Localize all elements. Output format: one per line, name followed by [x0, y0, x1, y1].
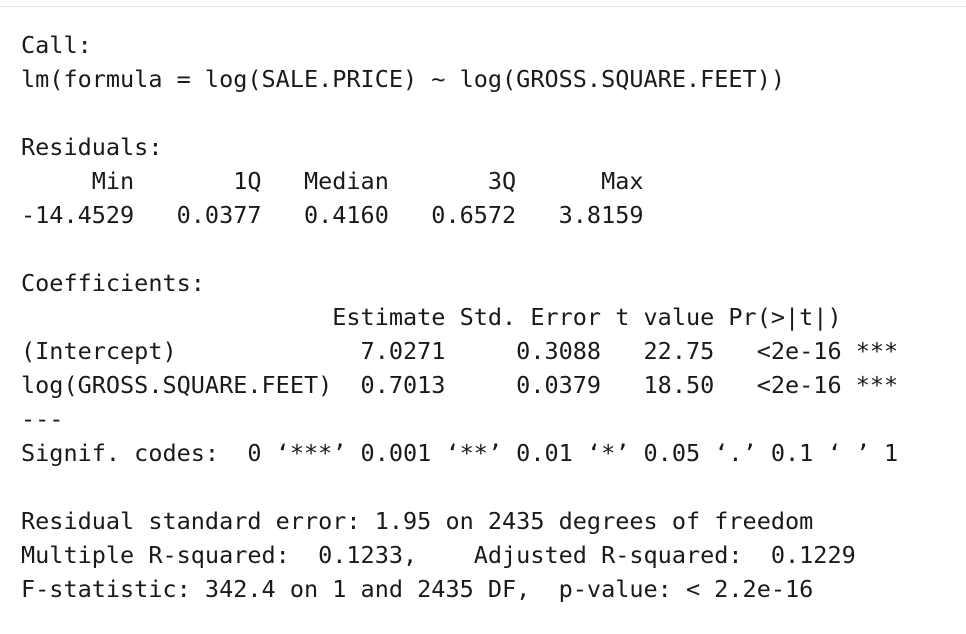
call-formula: lm(formula = log(SALE.PRICE) ~ log(GROSS… [21, 65, 786, 93]
coefficient-row-intercept: (Intercept) 7.0271 0.3088 22.75 <2e-16 *… [21, 337, 899, 365]
r-squared: Multiple R-squared: 0.1233, Adjusted R-s… [21, 541, 856, 569]
coefficient-row-slope: log(GROSS.SQUARE.FEET) 0.7013 0.0379 18.… [21, 371, 899, 399]
blank-line [21, 232, 951, 266]
residuals-header: Residuals: [21, 133, 163, 161]
f-statistic: F-statistic: 342.4 on 1 and 2435 DF, p-v… [21, 575, 814, 603]
residuals-values: -14.4529 0.0377 0.4160 0.6572 3.8159 [21, 201, 644, 229]
coefficients-columns: Estimate Std. Error t value Pr(>|t|) [21, 303, 842, 331]
call-header: Call: [21, 31, 92, 59]
r-console-output: Call: lm(formula = log(SALE.PRICE) ~ log… [21, 28, 951, 606]
residuals-labels: Min 1Q Median 3Q Max [21, 167, 644, 195]
coefficients-header: Coefficients: [21, 269, 205, 297]
blank-line [21, 470, 951, 504]
residual-std-error: Residual standard error: 1.95 on 2435 de… [21, 507, 814, 535]
signif-codes: Signif. codes: 0 ‘***’ 0.001 ‘**’ 0.01 ‘… [21, 439, 899, 467]
blank-line [21, 96, 951, 130]
separator: --- [21, 405, 64, 433]
top-border [0, 0, 966, 7]
